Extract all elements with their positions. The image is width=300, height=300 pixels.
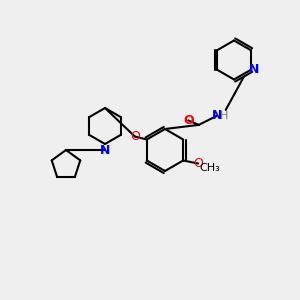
Text: O: O: [130, 130, 140, 143]
Text: N: N: [249, 63, 259, 76]
Text: H: H: [220, 111, 228, 121]
Text: O: O: [193, 157, 203, 170]
Text: N: N: [212, 110, 222, 122]
Text: N: N: [100, 143, 110, 157]
Text: CH₃: CH₃: [200, 163, 220, 173]
Text: O: O: [183, 114, 194, 127]
